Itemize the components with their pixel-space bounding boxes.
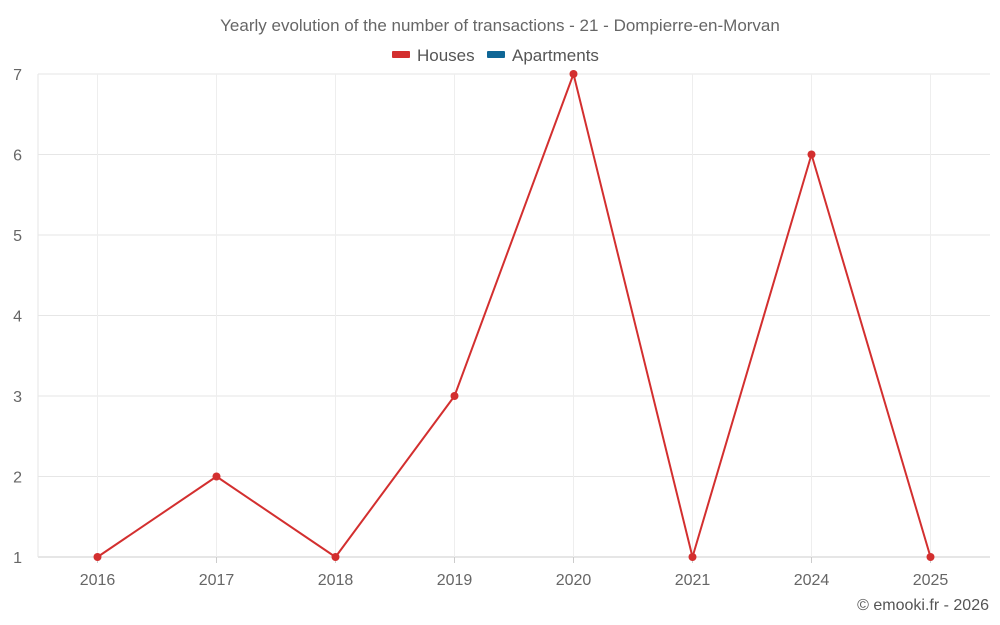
data-point[interactable] bbox=[93, 553, 102, 561]
x-tick-label: 2019 bbox=[437, 572, 473, 589]
y-tick-label: 7 bbox=[13, 67, 22, 84]
y-axis: 1 2 3 4 5 6 7 bbox=[13, 67, 22, 567]
legend[interactable]: Houses Apartments bbox=[392, 46, 599, 65]
x-tick-label: 2024 bbox=[794, 572, 830, 589]
y-tick-label: 1 bbox=[13, 550, 22, 567]
legend-item-apartments[interactable]: Apartments bbox=[487, 46, 599, 65]
legend-item-houses[interactable]: Houses bbox=[392, 46, 475, 65]
data-point[interactable] bbox=[807, 150, 816, 159]
x-tick-label: 2017 bbox=[199, 572, 235, 589]
credit: © emooki.fr - 2026 bbox=[857, 597, 989, 614]
data-point[interactable] bbox=[331, 553, 340, 561]
data-point[interactable] bbox=[450, 392, 459, 400]
chart-title: Yearly evolution of the number of transa… bbox=[220, 16, 780, 35]
x-tick-label: 2020 bbox=[556, 572, 592, 589]
data-point[interactable] bbox=[569, 70, 578, 78]
x-tick-label: 2016 bbox=[80, 572, 116, 589]
legend-swatch-apartments bbox=[487, 51, 505, 58]
x-tick-label: 2018 bbox=[318, 572, 354, 589]
data-point[interactable] bbox=[212, 472, 221, 481]
y-tick-label: 3 bbox=[13, 389, 22, 406]
x-tick-label: 2025 bbox=[913, 572, 949, 589]
x-axis: 2016 2017 2018 2019 2020 2021 2024 2025 bbox=[80, 557, 949, 589]
y-tick-label: 6 bbox=[13, 148, 22, 165]
gridlines bbox=[37, 73, 990, 558]
y-tick-label: 2 bbox=[13, 470, 22, 487]
data-point[interactable] bbox=[926, 553, 935, 561]
plot-area bbox=[93, 70, 935, 561]
legend-swatch-houses bbox=[392, 51, 410, 58]
series-line-houses bbox=[96, 73, 932, 558]
y-tick-label: 4 bbox=[13, 309, 22, 326]
legend-label-apartments: Apartments bbox=[512, 46, 599, 65]
x-tick-label: 2021 bbox=[675, 572, 711, 589]
y-tick-label: 5 bbox=[13, 228, 22, 245]
data-point[interactable] bbox=[688, 553, 697, 561]
legend-label-houses: Houses bbox=[417, 46, 475, 65]
